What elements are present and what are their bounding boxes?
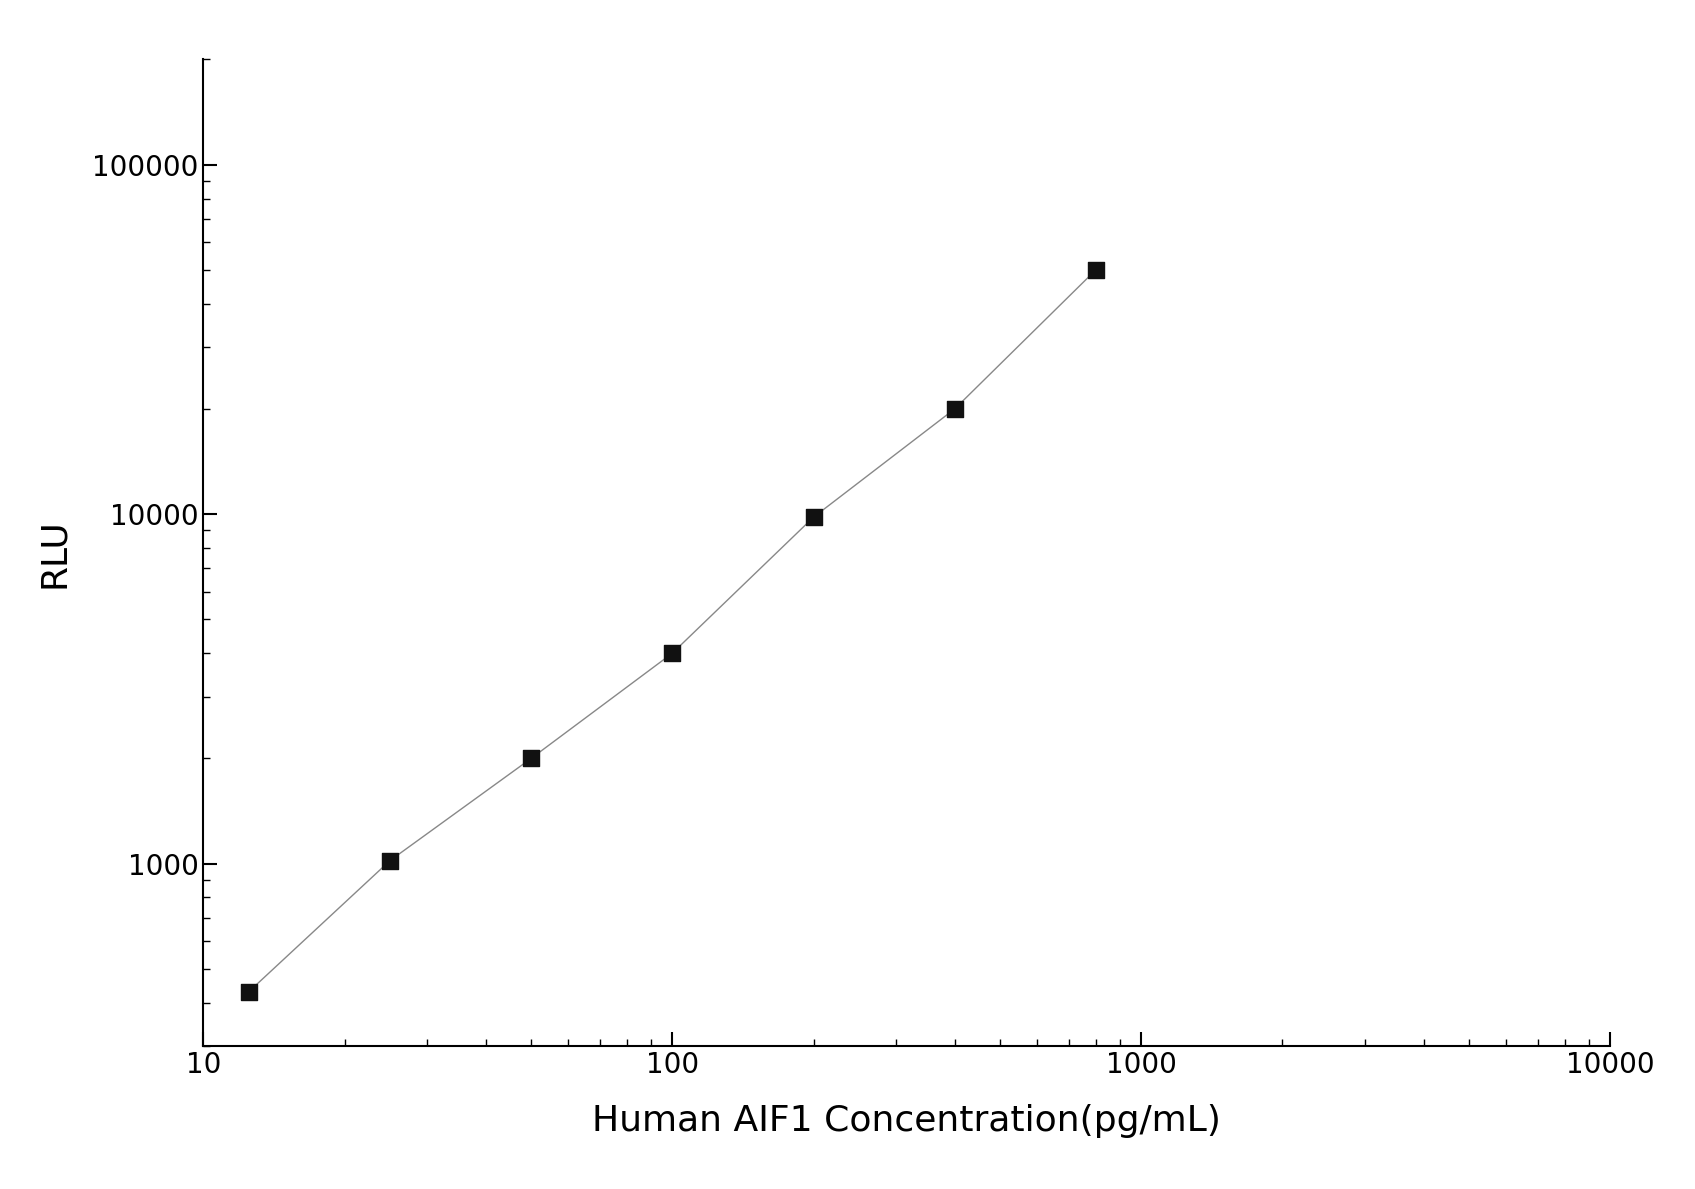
Point	[941, 400, 968, 419]
Point	[1083, 260, 1110, 279]
Point	[376, 851, 403, 870]
Point	[517, 749, 544, 768]
Point	[659, 643, 686, 662]
X-axis label: Human AIF1 Concentration(pg/mL): Human AIF1 Concentration(pg/mL)	[592, 1105, 1222, 1138]
Point	[800, 508, 827, 527]
Y-axis label: RLU: RLU	[37, 518, 71, 587]
Point	[236, 982, 263, 1001]
